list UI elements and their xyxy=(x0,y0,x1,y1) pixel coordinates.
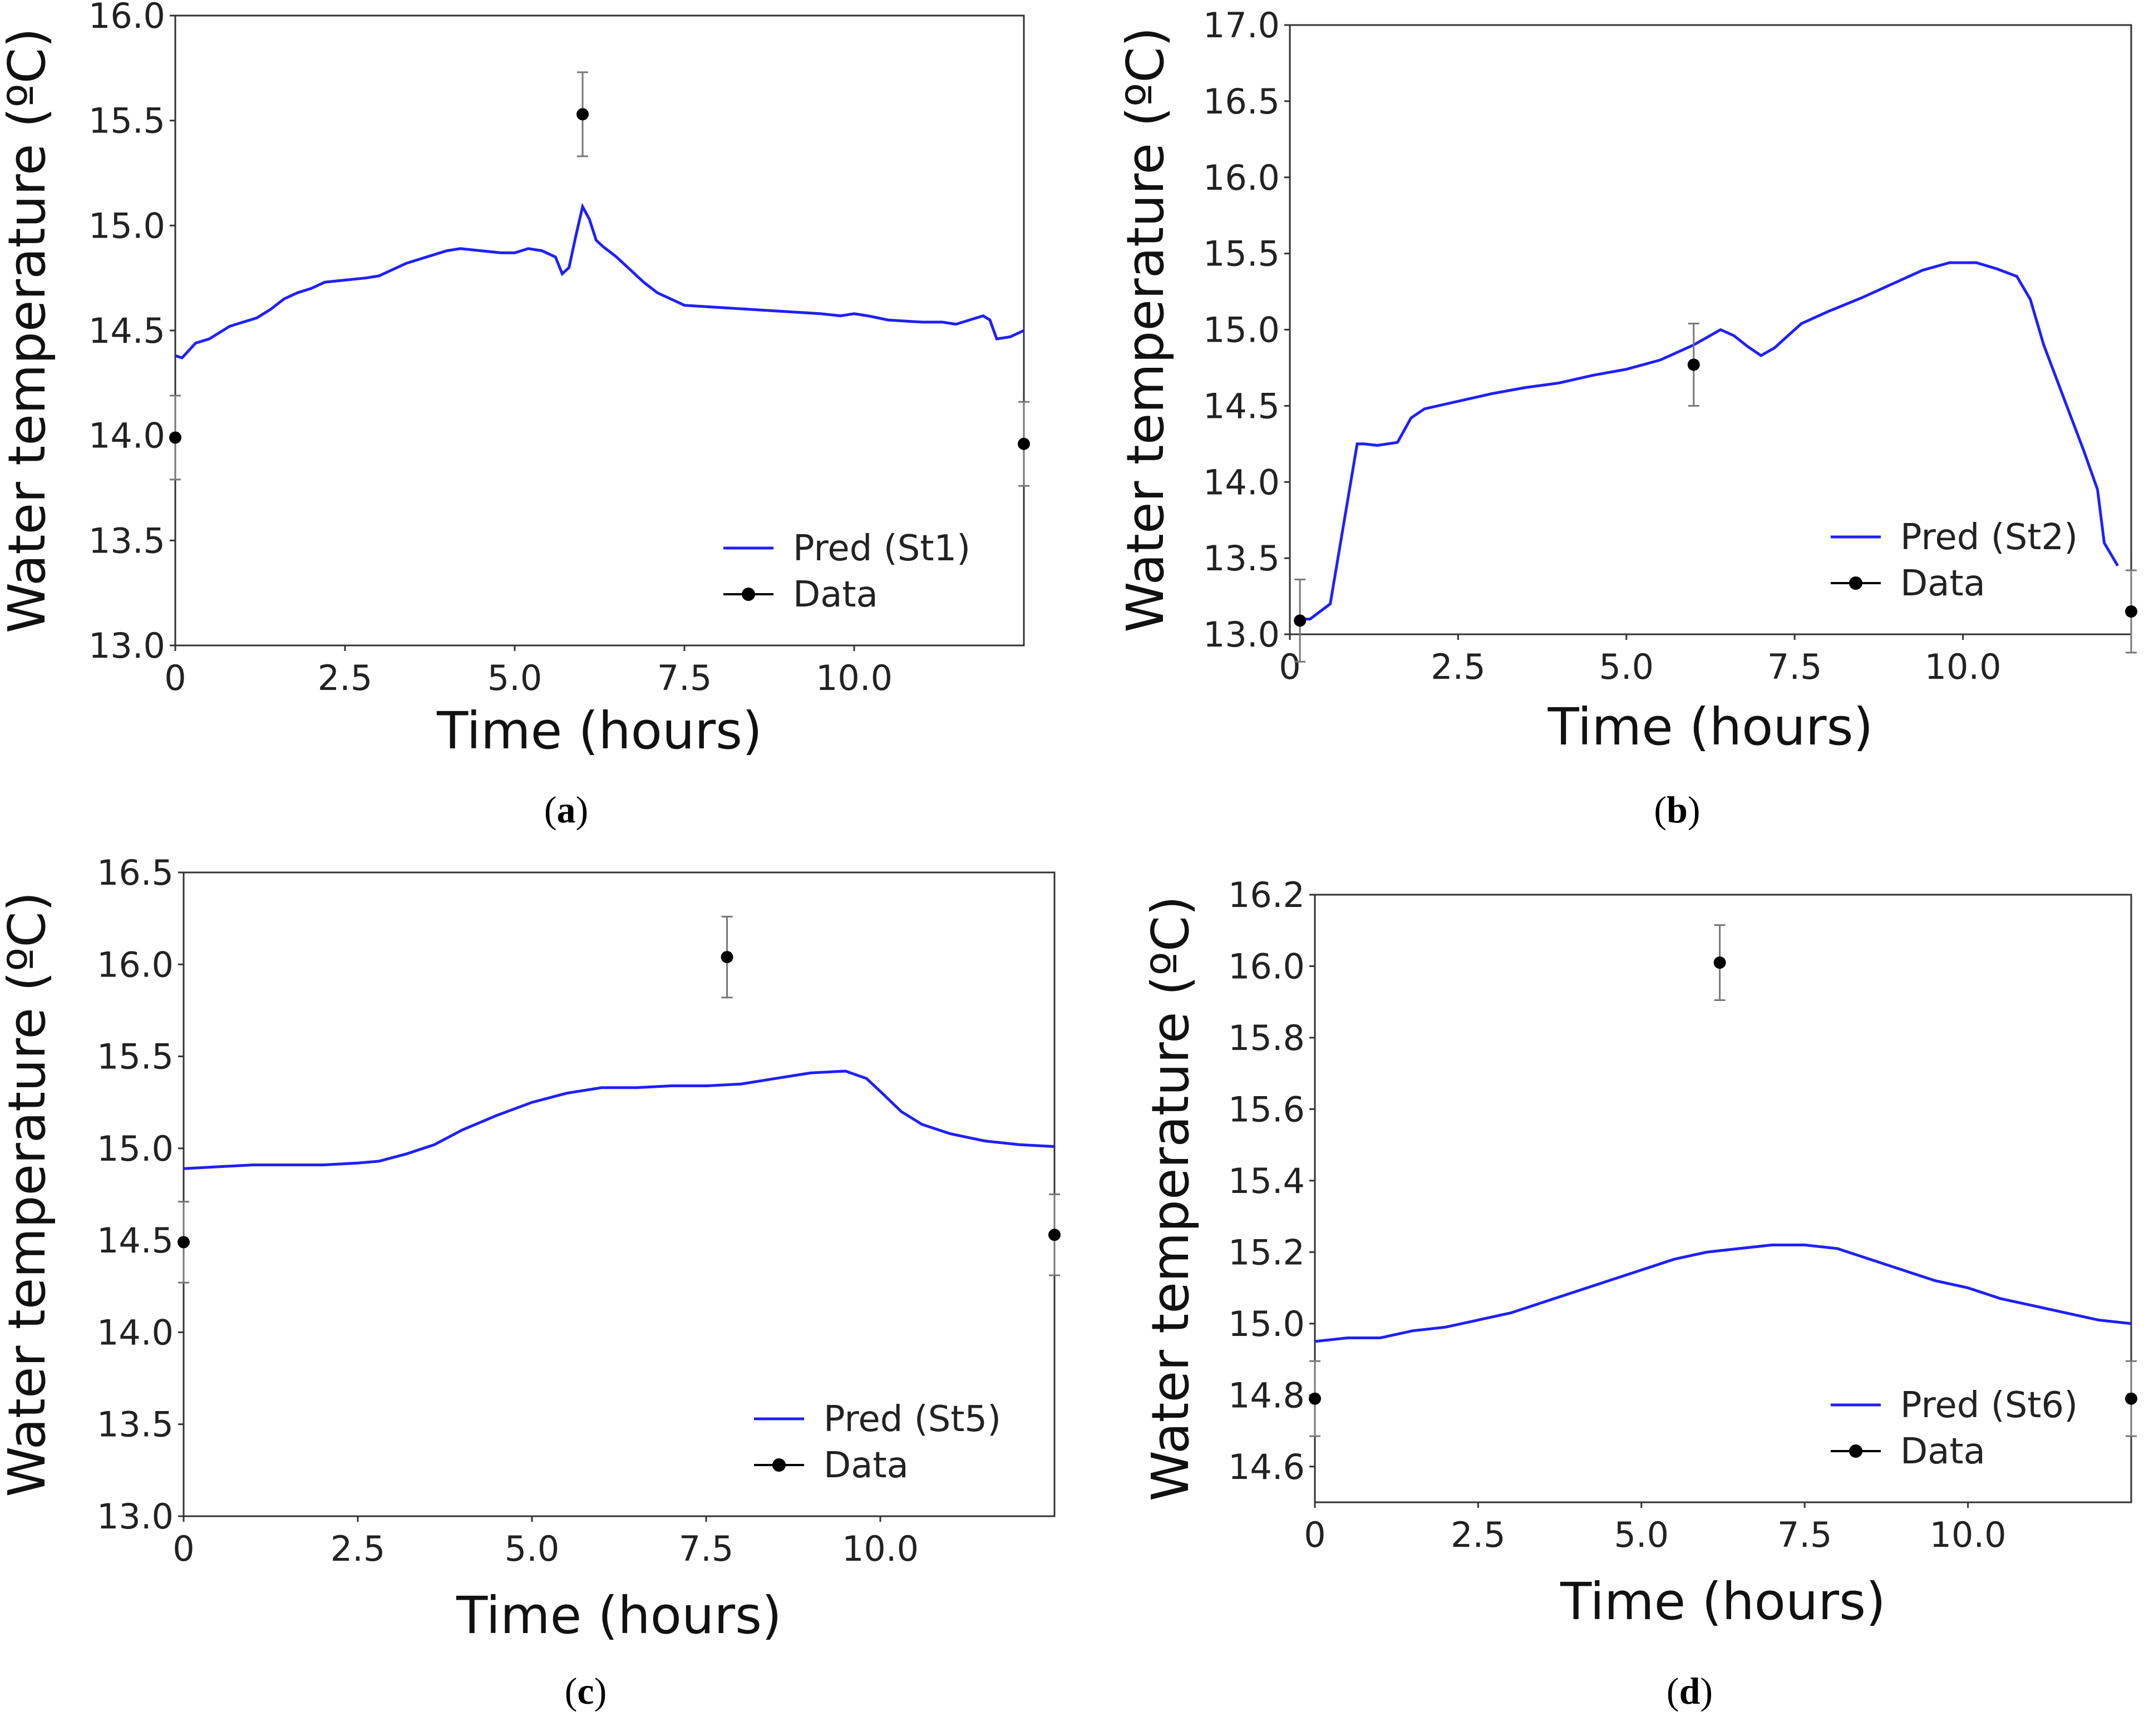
y-tick-label: 13.5 xyxy=(97,1404,174,1445)
legend-data-marker xyxy=(742,588,755,601)
data-point xyxy=(1294,614,1307,627)
x-tick-label: 10.0 xyxy=(1930,1515,2007,1555)
x-tick-label: 0 xyxy=(164,658,186,698)
data-point xyxy=(721,951,733,964)
chart-panel-b: 13.0 13.5 14.0 14.5 15.0 15.5 16.0 16.5 17.0 0 2.5… xyxy=(1116,5,2137,831)
data-point xyxy=(2125,1392,2137,1405)
panel-label: (d) xyxy=(1667,1670,1713,1712)
plot-frame xyxy=(1314,894,2132,1503)
data-point xyxy=(1309,1392,1321,1405)
x-tick-label: 2.5 xyxy=(1431,647,1486,687)
x-tick-label: 5.0 xyxy=(505,1528,560,1569)
y-axis-title: Water temperature (ºC) xyxy=(0,891,57,1497)
legend-data-marker xyxy=(1849,1444,1862,1458)
x-tick-label: 5.0 xyxy=(1599,647,1654,687)
y-tick-label: 16.0 xyxy=(1228,946,1305,987)
panel-label: (c) xyxy=(565,1670,607,1712)
data-point xyxy=(1018,437,1030,450)
y-tick-label: 14.0 xyxy=(88,416,165,456)
x-tick-label: 10.0 xyxy=(816,658,893,698)
data-point xyxy=(576,108,589,121)
x-axis-title: Time (hours) xyxy=(1547,697,1874,757)
chart-panel-d: 14.6 14.8 15.0 15.2 15.4 15.6 15.8 16.0 16.2 0 2.5… xyxy=(1141,875,2137,1712)
data-point xyxy=(1687,358,1700,371)
y-axis-title: Water temperature (ºC) xyxy=(1116,27,1175,632)
y-tick-label: 14.5 xyxy=(88,310,165,351)
legend-data-marker xyxy=(772,1458,786,1472)
y-tick-label: 16.0 xyxy=(88,0,165,36)
x-tick-label: 2.5 xyxy=(331,1528,386,1569)
y-tick-label: 15.0 xyxy=(97,1128,174,1169)
y-tick-label: 13.5 xyxy=(88,520,165,561)
x-tick-label: 7.5 xyxy=(1777,1515,1832,1555)
y-axis-title: Water temperature (ºC) xyxy=(0,28,57,633)
y-tick-label: 15.2 xyxy=(1228,1232,1305,1273)
y-tick-label: 15.8 xyxy=(1228,1018,1305,1058)
y-tick-label: 14.8 xyxy=(1228,1375,1305,1416)
legend-label: Pred (St1) xyxy=(793,528,970,569)
legend-label: Pred (St6) xyxy=(1900,1385,2078,1426)
x-tick-label: 5.0 xyxy=(487,658,543,698)
y-tick-label: 15.0 xyxy=(1228,1304,1305,1344)
y-tick-label: 15.0 xyxy=(88,205,165,246)
x-tick-label: 7.5 xyxy=(679,1528,734,1569)
legend-label: Data xyxy=(1900,563,1985,604)
x-tick-label: 0 xyxy=(172,1528,194,1569)
panel-label: (a) xyxy=(544,788,588,831)
y-tick-label: 14.0 xyxy=(1203,462,1280,502)
data-point xyxy=(1713,956,1726,969)
x-tick-label: 10.0 xyxy=(842,1528,919,1569)
legend-data-marker xyxy=(1849,576,1862,590)
y-tick-label: 15.6 xyxy=(1228,1089,1305,1130)
y-tick-label: 15.0 xyxy=(1203,310,1280,351)
data-point xyxy=(1048,1229,1061,1241)
y-tick-label: 13.0 xyxy=(1203,614,1280,655)
x-tick-label: 2.5 xyxy=(1451,1515,1506,1555)
chart-panel-c: 13.0 13.5 14.0 14.5 15.0 15.5 16.0 16.5 0 2.5 5.0 7… xyxy=(0,852,1061,1712)
y-axis-title: Water temperature (ºC) xyxy=(1141,896,1200,1501)
y-tick-label: 13.0 xyxy=(97,1496,174,1537)
legend-label: Data xyxy=(793,574,878,615)
x-tick-label: 7.5 xyxy=(1767,647,1822,687)
panel-label: (b) xyxy=(1654,788,1700,831)
x-tick-label: 0 xyxy=(1304,1515,1325,1555)
legend-label: Pred (St5) xyxy=(824,1399,1001,1440)
y-tick-label: 15.5 xyxy=(1203,234,1280,274)
y-tick-label: 13.5 xyxy=(1203,538,1280,579)
y-tick-label: 14.5 xyxy=(97,1220,174,1261)
series-line xyxy=(1314,1244,2132,1343)
series-line xyxy=(175,203,1025,359)
x-axis-title: Time (hours) xyxy=(456,1586,782,1645)
x-axis-title: Time (hours) xyxy=(1560,1572,1886,1631)
x-axis-title: Time (hours) xyxy=(436,701,762,761)
y-tick-label: 14.5 xyxy=(1203,386,1280,426)
chart-panel-a: 13.0 13.5 14.0 14.5 15.0 15.5 16.0 0 2.5 5.0 7.5 10… xyxy=(0,0,1030,831)
y-tick-label: 16.0 xyxy=(97,944,174,985)
y-tick-label: 15.4 xyxy=(1228,1161,1305,1201)
data-point xyxy=(2125,605,2137,618)
series-line xyxy=(183,1069,1055,1170)
data-point xyxy=(178,1236,190,1249)
legend-label: Data xyxy=(1900,1431,1985,1472)
y-tick-label: 15.5 xyxy=(97,1037,174,1077)
legend-label: Pred (St2) xyxy=(1900,517,2078,558)
y-tick-label: 14.0 xyxy=(97,1312,174,1353)
y-tick-label: 16.0 xyxy=(1203,157,1280,198)
y-tick-label: 15.5 xyxy=(88,101,165,141)
y-tick-label: 14.6 xyxy=(1228,1447,1305,1487)
series-line xyxy=(1300,261,2119,621)
x-tick-label: 2.5 xyxy=(318,658,373,698)
legend-label: Data xyxy=(824,1445,909,1486)
y-tick-label: 17.0 xyxy=(1203,5,1280,46)
y-tick-label: 16.5 xyxy=(97,852,174,893)
x-tick-label: 5.0 xyxy=(1614,1515,1669,1555)
x-tick-label: 7.5 xyxy=(657,658,712,698)
x-tick-label: 10.0 xyxy=(1925,647,2002,687)
y-tick-label: 16.2 xyxy=(1228,875,1305,915)
data-point xyxy=(169,431,181,444)
x-tick-label: 0 xyxy=(1279,647,1300,687)
y-tick-label: 16.5 xyxy=(1203,81,1280,122)
y-tick-label: 13.0 xyxy=(88,625,165,666)
